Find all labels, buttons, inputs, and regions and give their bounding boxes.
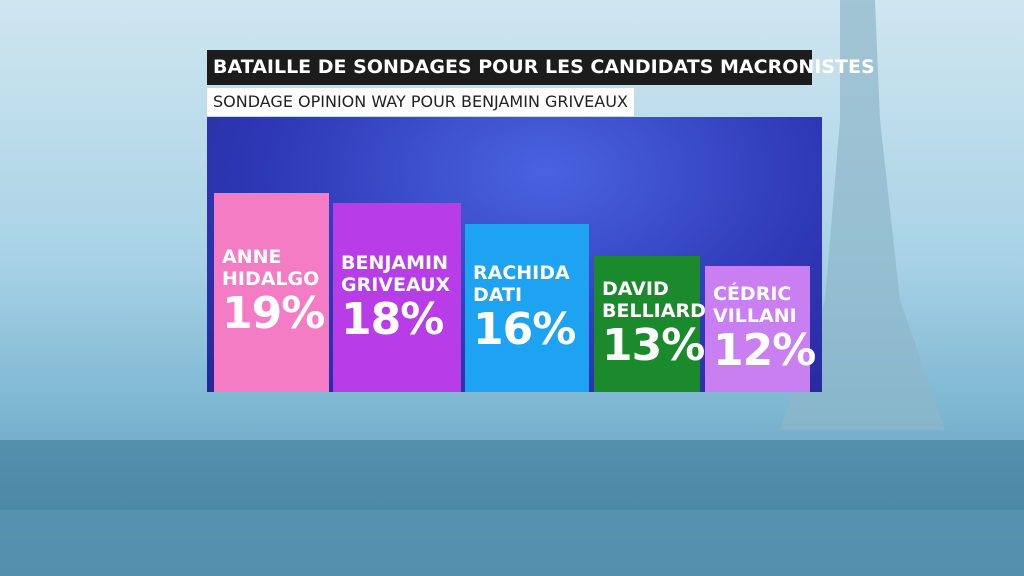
value-label: 13% <box>602 319 705 371</box>
bar: BENJAMIN GRIVEAUX 18% <box>333 203 461 392</box>
category-label: ANNE HIDALGO <box>222 246 320 291</box>
value-label: 16% <box>473 304 576 355</box>
category-label: RACHIDA DATI <box>473 262 570 306</box>
bar: ANNE HIDALGO 19% <box>214 192 329 392</box>
value-label: 12% <box>713 325 816 376</box>
bar: DAVID BELLIARD 13% <box>594 255 706 392</box>
bar: RACHIDA DATI 16% <box>465 224 589 392</box>
category-label: CÉDRIC VILLANI <box>713 283 797 327</box>
bar: CÉDRIC VILLANI 12% <box>705 266 816 392</box>
plot-area: ANNE HIDALGO 19% BENJAMIN GRIVEAUX 18% RACHI… <box>207 117 822 392</box>
chart-subtitle: SONDAGE OPINION WAY POUR BENJAMIN GRIVEA… <box>207 88 634 116</box>
category-label: BENJAMIN GRIVEAUX <box>341 251 451 296</box>
category-label: DAVID BELLIARD <box>602 277 706 322</box>
value-label: 18% <box>341 293 444 345</box>
chart-title: BATAILLE DE SONDAGES POUR LES CANDIDATS … <box>207 50 875 85</box>
value-label: 19% <box>222 288 325 340</box>
